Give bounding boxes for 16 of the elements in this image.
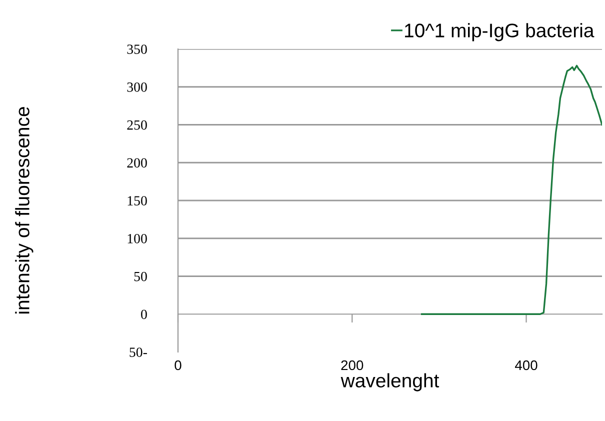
x-tick-label: 200 <box>341 360 364 370</box>
y-tick-label: 250 <box>127 120 147 130</box>
y-tick-label: 300 <box>127 82 147 92</box>
y-axis-title: intensity of fluorescence <box>15 107 34 314</box>
y-tick-label: 100 <box>128 234 147 244</box>
y-tick-label: 50 <box>134 272 147 282</box>
line-series <box>420 64 602 315</box>
legend-label: 10^1 mip-IgG bacteria <box>405 23 594 42</box>
y-tick-label: 200 <box>127 158 147 168</box>
y-tick-label: 350 <box>127 44 147 54</box>
y-tick-label: 50- <box>130 348 147 357</box>
y-tick-label: 150 <box>128 196 147 206</box>
x-axis-title: wavelenght <box>340 373 440 392</box>
x-tick-label: 0 <box>174 360 182 370</box>
y-tick-label: 0 <box>141 310 147 320</box>
x-tick-label: 400 <box>514 360 538 370</box>
